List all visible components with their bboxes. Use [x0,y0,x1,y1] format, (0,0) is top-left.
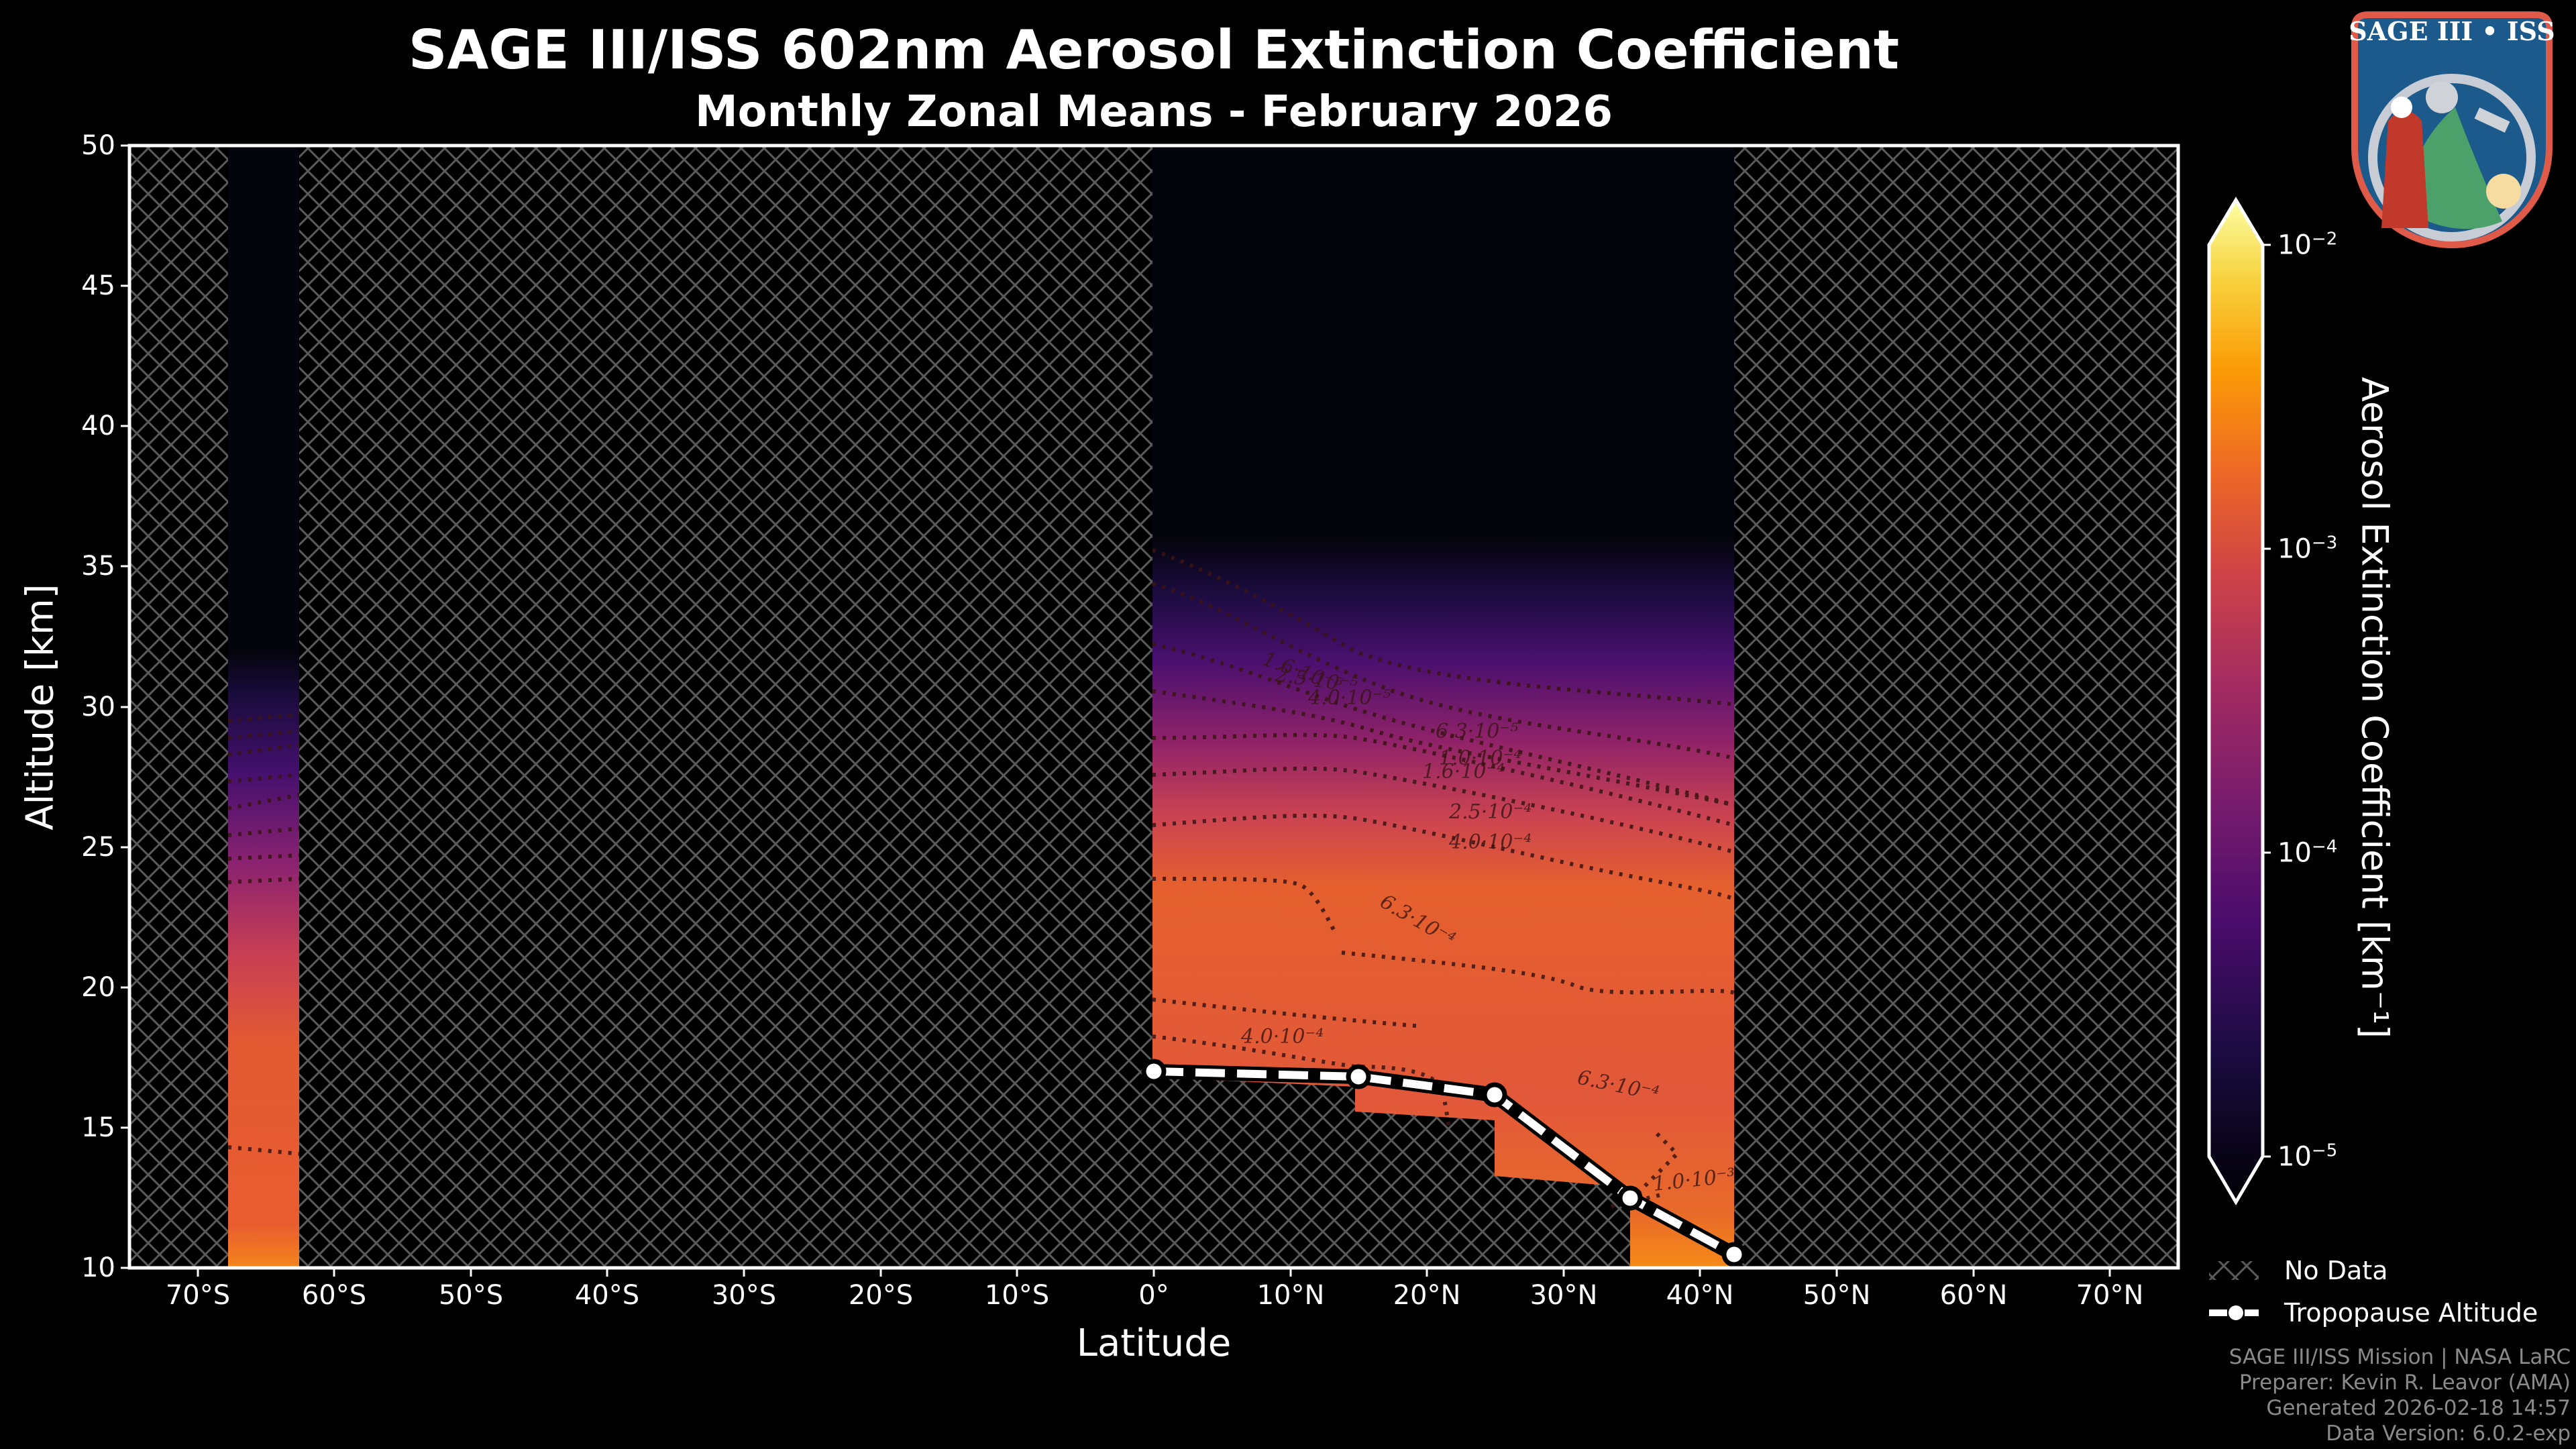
y-tick-label: 40 [81,411,115,441]
x-tick-label: 50°N [1803,1280,1871,1311]
x-tick-label: 0° [1138,1280,1169,1311]
x-tick-label: 30°S [711,1280,777,1311]
chart-subtitle: Monthly Zonal Means - February 2026 [694,87,1613,137]
tropopause-legend-symbol [2209,1305,2259,1320]
contour-label: 2.5·10⁻⁴ [1448,800,1532,824]
x-tick-label: 10°S [984,1280,1050,1311]
y-axis-label: Altitude [km] [18,584,62,830]
legend-no-data: No Data [2284,1256,2388,1285]
y-tick-label: 30 [81,692,115,722]
tropopause-point [1721,1242,1747,1267]
credits: SAGE III/ISS Mission | NASA LaRC Prepare… [2229,1344,2571,1446]
no-data-legend-swatch [2209,1261,2259,1280]
tropopause-point [1482,1082,1507,1108]
contour-label: 4.0·10⁻⁴ [1240,1025,1324,1049]
x-tick-label: 50°S [438,1280,504,1311]
contour-label: 4.0·10⁻⁵ [1307,686,1391,710]
legend-tropopause: Tropopause Altitude [2284,1298,2538,1328]
x-axis-label: Latitude [1076,1322,1232,1365]
x-tick-label: 40°N [1666,1280,1734,1311]
colorbar-tick-label: 10−3 [2277,533,2338,565]
logo-text: SAGE III • ISS [2349,16,2555,46]
tropopause-point [1617,1185,1643,1211]
tropopause-point [1141,1059,1167,1084]
data-column-south [228,146,299,1268]
y-tick-label: 10 [81,1252,115,1283]
x-tick-label: 30°N [1529,1280,1598,1311]
y-tick-label: 25 [81,832,115,863]
colorbar-tick-label: 10−5 [2277,1140,2338,1173]
x-tick-label: 70°S [165,1280,231,1311]
credit-mission: SAGE III/ISS Mission | NASA LaRC [2229,1345,2571,1369]
y-tick-label: 45 [81,270,115,301]
contour-label: 1.0·10⁻⁴ [1439,747,1521,770]
x-tick-label: 70°N [2076,1280,2144,1311]
x-tick-label: 10°N [1256,1280,1325,1311]
credit-preparer: Preparer: Kevin R. Leavor (AMA) [2239,1371,2571,1395]
tropopause-line [1141,1059,1747,1267]
colorbar-label: Aerosol Extinction Coefficient [km⁻¹] [2353,376,2396,1039]
contour-label: 1.6·10⁻⁴ [1422,760,1505,784]
x-tick-label: 20°N [1393,1280,1461,1311]
tropopause-point [1346,1064,1371,1089]
y-tick-label: 15 [81,1112,115,1143]
contour-label: 6.3·10⁻⁵ [1436,720,1518,743]
colorbar-tick-label: 10−2 [2277,229,2338,261]
contour-label: 4.0·10⁻⁴ [1448,830,1532,854]
y-tick-label: 35 [81,551,115,582]
mission-patch-icon [2351,11,2553,248]
chart-title: SAGE III/ISS 602nm Aerosol Extinction Co… [408,19,1900,81]
x-tick-label: 60°N [1939,1280,2008,1311]
credit-version: Data Version: 6.0.2-exp [2326,1421,2571,1446]
data-region-tropics [1152,146,1734,1268]
mission-logo: SAGE III • ISS [2341,7,2563,259]
credit-generated: Generated 2026-02-18 14:57 [2266,1396,2571,1420]
y-tick-label: 50 [81,130,115,161]
x-tick-label: 40°S [574,1280,640,1311]
colorbar-tick-label: 10−4 [2277,837,2338,869]
y-tick-label: 20 [81,972,115,1003]
x-tick-label: 60°S [301,1280,367,1311]
x-tick-label: 20°S [848,1280,914,1311]
colorbar [2207,197,2271,1205]
